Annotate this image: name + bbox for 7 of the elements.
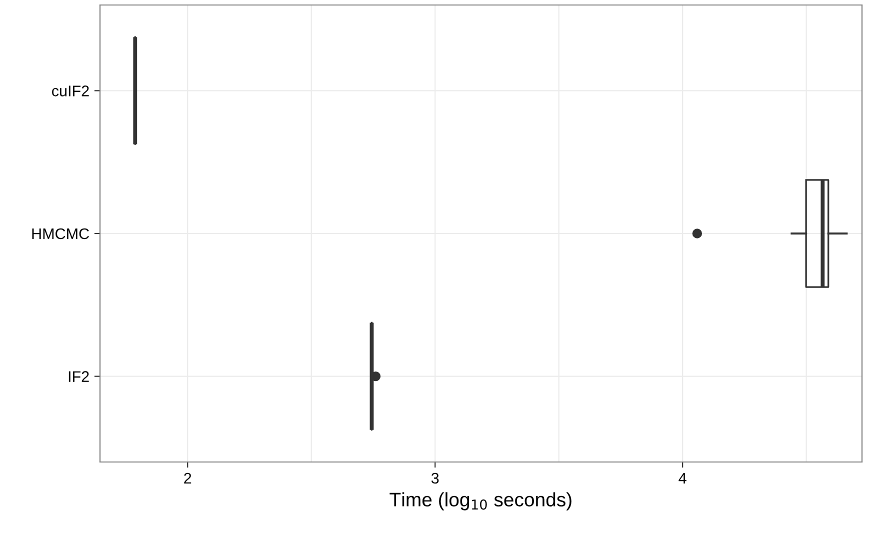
x-axis-title: Time (log$_{10}$ seconds) (390, 492, 572, 510)
x-tick-label: 4 (678, 472, 686, 484)
x-tick-label: 2 (184, 472, 192, 484)
y-tick-label: HMCMC (32, 228, 89, 240)
x-tick-label: 3 (431, 472, 439, 484)
y-tick-label: IF2 (68, 371, 89, 382)
y-tick-label: cuIF2 (52, 86, 89, 96)
